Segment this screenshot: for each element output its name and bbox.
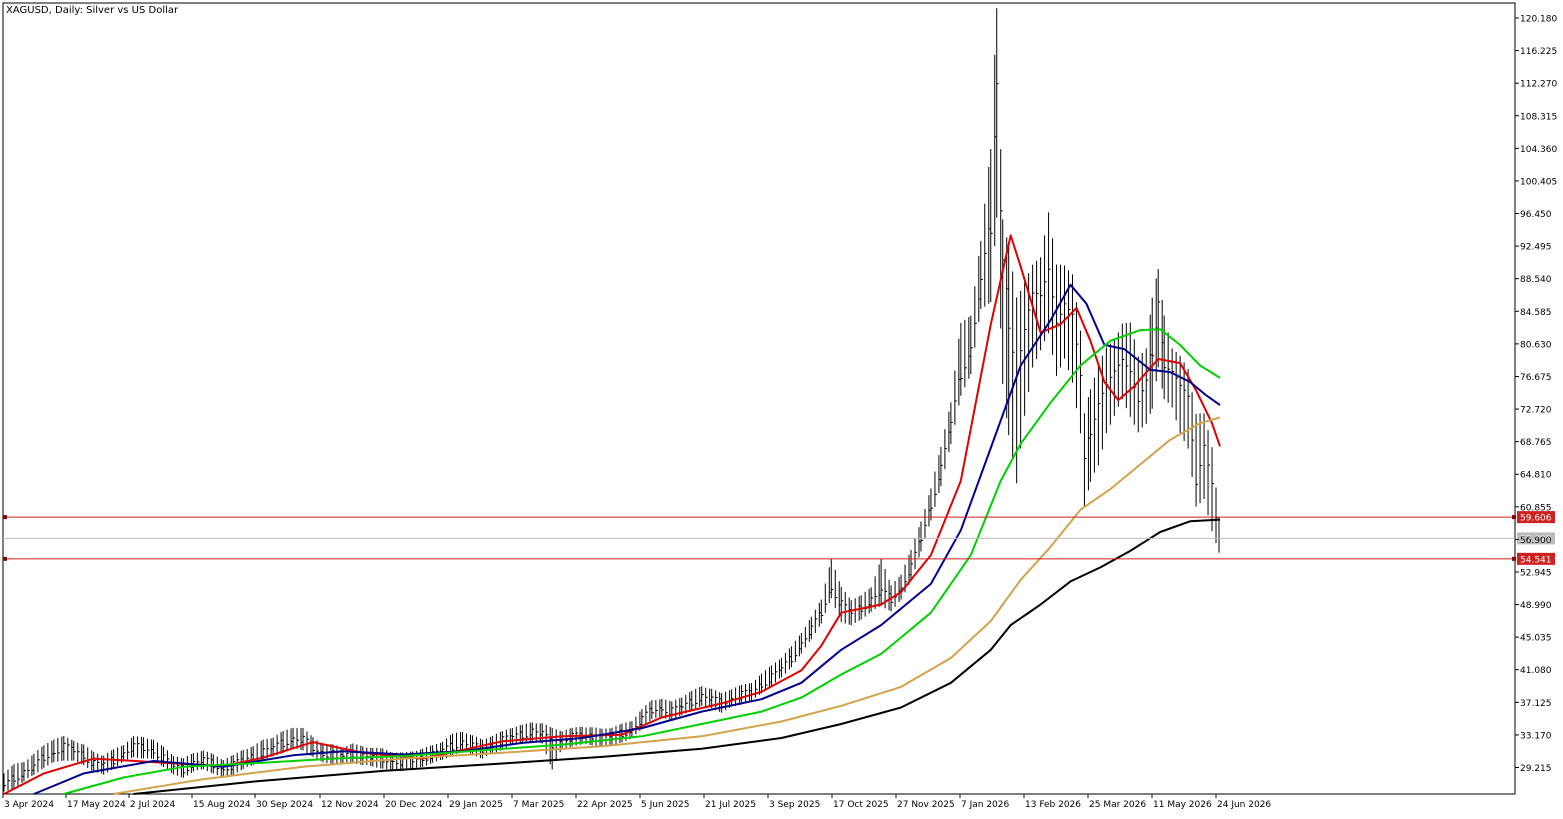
- price-line-label-bg: [1517, 532, 1555, 545]
- y-tick-label: 120.180: [1520, 14, 1557, 24]
- price-line-label: 54.541: [1520, 555, 1552, 565]
- y-tick-label: 41.080: [1520, 666, 1552, 676]
- y-tick-label: 100.405: [1520, 177, 1557, 187]
- x-tick-label: 25 Mar 2026: [1089, 800, 1146, 810]
- x-tick-label: 22 Apr 2025: [577, 800, 633, 810]
- y-tick-label: 68.765: [1520, 438, 1552, 448]
- y-tick-label: 60.855: [1520, 503, 1552, 513]
- y-tick-label: 45.035: [1520, 634, 1552, 644]
- x-tick-label: 2 Jul 2024: [130, 800, 175, 810]
- y-tick-label: 104.360: [1520, 145, 1557, 155]
- price-line-handle[interactable]: [3, 556, 7, 561]
- moving-average-line-1: [3, 234, 1221, 795]
- price-line-handle[interactable]: [1512, 515, 1516, 520]
- moving-averages: [3, 234, 1221, 795]
- x-tick-label: 12 Nov 2024: [321, 800, 379, 810]
- y-tick-label: 72.720: [1520, 406, 1552, 416]
- chart-title: XAGUSD, Daily: Silver vs US Dollar: [6, 5, 179, 16]
- y-tick-label: 96.450: [1520, 210, 1552, 220]
- plot-frame: [2, 2, 1516, 795]
- x-tick-label: 3 Sep 2025: [769, 800, 820, 810]
- x-tick-label: 29 Jan 2025: [449, 800, 503, 810]
- y-tick-label: 52.945: [1520, 568, 1552, 578]
- price-line-label: 57.025: [1520, 535, 1552, 545]
- moving-average-line-3: [63, 328, 1221, 795]
- y-tick-label: 92.495: [1520, 243, 1552, 253]
- price-line-handle[interactable]: [3, 515, 7, 520]
- y-tick-label: 84.585: [1520, 308, 1552, 318]
- y-tick-label: 56.900: [1520, 536, 1552, 546]
- x-tick-label: 7 Jan 2026: [961, 800, 1009, 810]
- x-tick-label: 17 Oct 2025: [833, 800, 889, 810]
- x-tick-label: 21 Jul 2025: [705, 800, 756, 810]
- price-lines: 59.606 57.025 54.541: [3, 511, 1555, 565]
- x-tick-label: 24 Jun 2026: [1217, 800, 1271, 810]
- y-tick-label: 33.170: [1520, 731, 1552, 741]
- x-tick-label: 11 May 2026: [1153, 800, 1212, 810]
- y-tick-label: 29.215: [1520, 764, 1552, 774]
- x-axis: 3 Apr 2024 17 May 2024 2 Jul 2024 15 Aug 20…: [2, 794, 1271, 810]
- x-tick-label: 27 Nov 2025: [897, 800, 955, 810]
- y-tick-label: 88.540: [1520, 275, 1552, 285]
- price-line-label-bg: [1517, 511, 1555, 524]
- y-tick-label: 80.630: [1520, 340, 1552, 350]
- x-tick-label: 17 May 2024: [67, 800, 126, 810]
- x-tick-label: 13 Feb 2026: [1025, 800, 1081, 810]
- y-tick-label: 116.225: [1520, 47, 1557, 57]
- price-line-label: 59.606: [1520, 514, 1552, 524]
- x-tick-label: 20 Dec 2024: [385, 800, 443, 810]
- x-tick-label: 5 Jun 2025: [641, 800, 689, 810]
- x-tick-label: 30 Sep 2024: [256, 800, 313, 810]
- x-tick-label: 7 Mar 2025: [513, 800, 564, 810]
- y-tick-label: 64.810: [1520, 471, 1552, 481]
- y-tick-label: 76.675: [1520, 373, 1552, 383]
- price-line-handle[interactable]: [1512, 556, 1516, 561]
- moving-average-line-4: [113, 416, 1221, 795]
- x-tick-label: 15 Aug 2024: [193, 800, 251, 810]
- y-tick-label: 108.315: [1520, 112, 1557, 122]
- price-line-label-bg: [1517, 552, 1555, 565]
- y-tick-label: 48.990: [1520, 601, 1552, 611]
- moving-average-line-5: [133, 518, 1221, 795]
- moving-average-line-2: [33, 283, 1221, 795]
- y-tick-label: 37.125: [1520, 699, 1552, 709]
- y-axis: 120.180 116.225 112.270 108.315 104.360 100.4…: [1515, 14, 1557, 774]
- x-tick-label: 3 Apr 2024: [4, 800, 54, 810]
- y-tick-label: 112.270: [1520, 80, 1557, 90]
